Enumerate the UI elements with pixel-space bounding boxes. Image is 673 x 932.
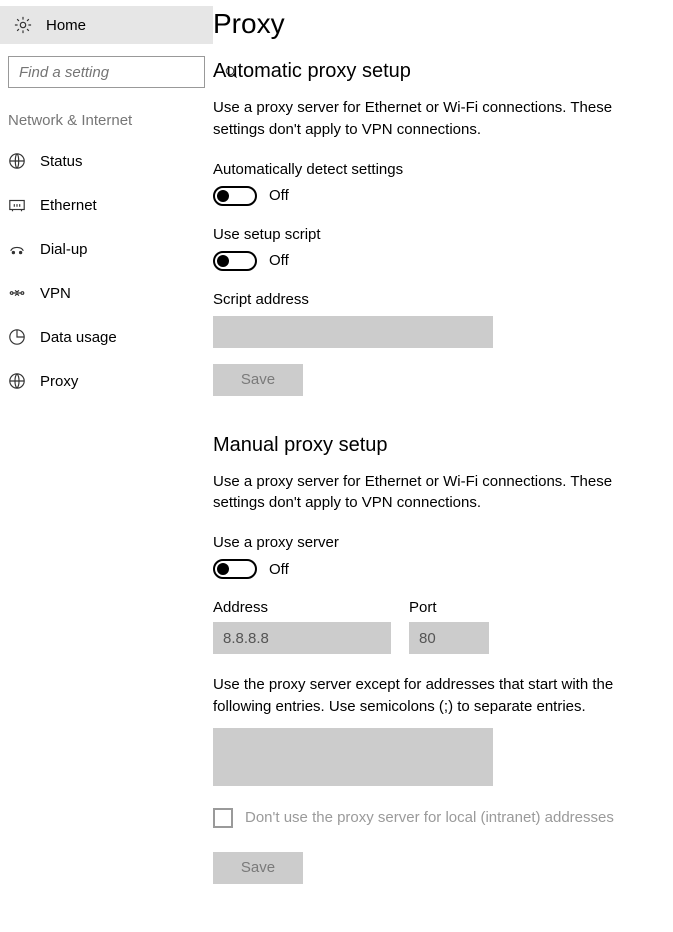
auto-detect-label: Automatically detect settings (213, 161, 673, 178)
use-proxy-toggle[interactable] (213, 559, 257, 579)
sidebar-item-label: Status (40, 153, 83, 170)
use-script-label: Use setup script (213, 226, 673, 243)
sidebar-item-label: Dial-up (40, 241, 88, 258)
sidebar-item-status[interactable]: Status (0, 139, 213, 183)
gear-icon (14, 16, 32, 34)
auto-save-button[interactable]: Save (213, 364, 303, 396)
use-script-toggle[interactable] (213, 251, 257, 271)
local-bypass-checkbox[interactable] (213, 808, 233, 828)
sidebar-item-datausage[interactable]: Data usage (0, 315, 213, 359)
auto-detect-state: Off (269, 187, 289, 204)
page-title: Proxy (213, 8, 673, 40)
auto-section-title: Automatic proxy setup (213, 60, 673, 83)
manual-save-button[interactable]: Save (213, 852, 303, 884)
sidebar-item-label: VPN (40, 285, 71, 302)
sidebar-item-label: Ethernet (40, 197, 97, 214)
manual-section-title: Manual proxy setup (213, 434, 673, 457)
sidebar-item-ethernet[interactable]: Ethernet (0, 183, 213, 227)
vpn-icon (8, 284, 26, 302)
port-label: Port (409, 599, 489, 616)
home-nav[interactable]: Home (0, 6, 213, 44)
sidebar-item-proxy[interactable]: Proxy (0, 359, 213, 403)
globe-icon (8, 152, 26, 170)
script-addr-label: Script address (213, 291, 673, 308)
datausage-icon (8, 328, 26, 346)
search-input[interactable] (17, 63, 222, 82)
proxy-icon (8, 372, 26, 390)
address-label: Address (213, 599, 391, 616)
script-addr-input[interactable] (213, 316, 493, 348)
auto-desc: Use a proxy server for Ethernet or Wi-Fi… (213, 97, 663, 141)
local-bypass-label: Don't use the proxy server for local (in… (245, 809, 614, 826)
dialup-icon (8, 240, 26, 258)
address-input[interactable] (213, 622, 391, 654)
except-input[interactable] (213, 728, 493, 786)
manual-desc: Use a proxy server for Ethernet or Wi-Fi… (213, 471, 663, 515)
auto-detect-toggle[interactable] (213, 186, 257, 206)
use-script-state: Off (269, 252, 289, 269)
use-proxy-state: Off (269, 561, 289, 578)
port-input[interactable] (409, 622, 489, 654)
use-proxy-label: Use a proxy server (213, 534, 673, 551)
sidebar-item-vpn[interactable]: VPN (0, 271, 213, 315)
sidebar-section-label: Network & Internet (0, 88, 213, 139)
home-label: Home (46, 17, 86, 34)
sidebar-item-dialup[interactable]: Dial-up (0, 227, 213, 271)
sidebar-item-label: Proxy (40, 373, 78, 390)
sidebar-item-label: Data usage (40, 329, 117, 346)
search-input-wrap[interactable] (8, 56, 205, 88)
except-desc: Use the proxy server except for addresse… (213, 674, 663, 718)
ethernet-icon (8, 196, 26, 214)
